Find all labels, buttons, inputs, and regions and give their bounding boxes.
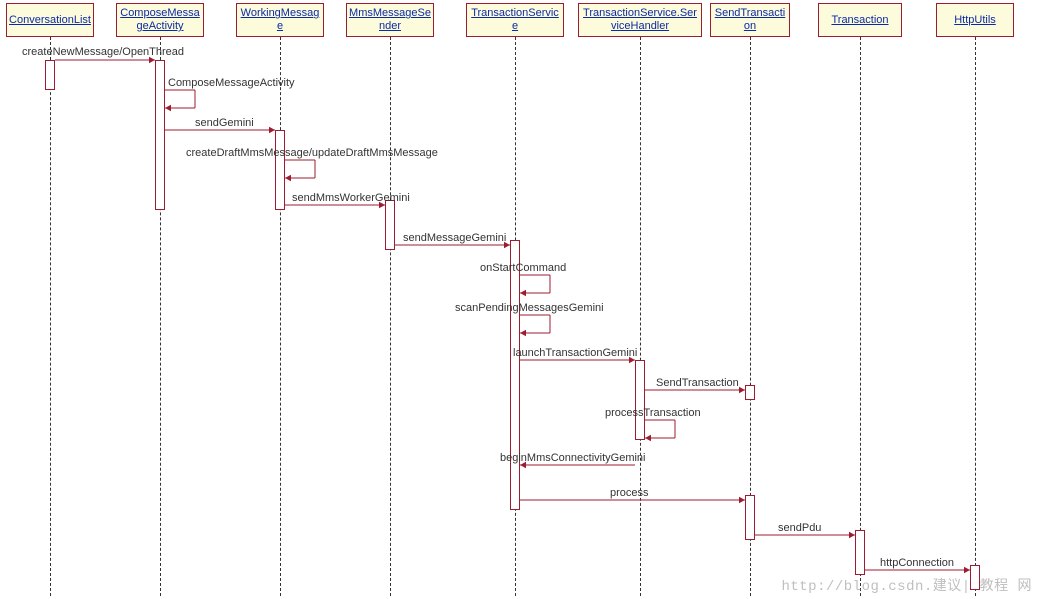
lifeline-label: SendTransaction (713, 7, 787, 32)
activation-ConvList-0 (45, 60, 55, 90)
message-label-5: sendMessageGemini (403, 232, 506, 244)
lifeline-label: WorkingMessage (239, 7, 321, 32)
activation-SendTx-6 (745, 385, 755, 400)
activation-TxHandler-5 (635, 360, 645, 440)
message-label-6: onStartCommand (480, 262, 566, 274)
activation-Tx-8 (855, 530, 865, 575)
lifeline-label: ComposeMessageActivity (119, 7, 201, 32)
lifeline-dash-HttpUtils (975, 37, 976, 596)
lifeline-label: Transaction (831, 14, 888, 27)
lifeline-dash-MmsSender (390, 37, 391, 596)
message-label-3: createDraftMmsMessage/updateDraftMmsMess… (186, 147, 438, 159)
message-label-7: scanPendingMessagesGemini (455, 302, 604, 314)
lifeline-Tx: Transaction (818, 3, 902, 37)
message-label-11: beginMmsConnectivityGemini (500, 452, 646, 464)
lifeline-SendTx: SendTransaction (710, 3, 790, 37)
lifeline-MmsSender: MmsMessageSender (346, 3, 434, 37)
lifeline-ConvList: ConversationList (6, 3, 94, 37)
lifeline-TxService: TransactionService (466, 3, 564, 37)
lifeline-label: ConversationList (9, 14, 91, 27)
activation-Compose-1 (155, 60, 165, 210)
activation-MmsSender-3 (385, 200, 395, 250)
message-label-9: SendTransaction (656, 377, 739, 389)
message-label-4: sendMmsWorkerGemini (292, 192, 410, 204)
lifeline-Compose: ComposeMessageActivity (116, 3, 204, 37)
lifeline-dash-TxHandler (640, 37, 641, 596)
message-label-13: sendPdu (778, 522, 821, 534)
lifeline-label: MmsMessageSender (349, 7, 431, 32)
lifeline-label: HttpUtils (954, 14, 996, 27)
message-label-1: ComposeMessageActivity (168, 77, 295, 89)
lifeline-dash-Working (280, 37, 281, 596)
message-label-10: processTransaction (605, 407, 701, 419)
message-label-8: launchTransactionGemini (513, 347, 637, 359)
message-label-2: sendGemini (195, 117, 254, 129)
watermark: http://blog.csdn.建议| 教程 网 (781, 575, 1032, 595)
lifeline-dash-Tx (860, 37, 861, 596)
activation-Working-2 (275, 130, 285, 210)
activation-TxService-4 (510, 240, 520, 510)
lifeline-dash-ConvList (50, 37, 51, 596)
message-label-14: httpConnection (880, 557, 954, 569)
lifeline-label: TransactionService (469, 7, 561, 32)
lifeline-TxHandler: TransactionService.ServiceHandler (578, 3, 702, 37)
lifeline-Working: WorkingMessage (236, 3, 324, 37)
lifeline-HttpUtils: HttpUtils (936, 3, 1014, 37)
message-label-0: createNewMessage/OpenThread (22, 46, 184, 58)
activation-SendTx-7 (745, 495, 755, 540)
lifeline-label: TransactionService.ServiceHandler (581, 7, 699, 32)
message-label-12: process (610, 487, 649, 499)
